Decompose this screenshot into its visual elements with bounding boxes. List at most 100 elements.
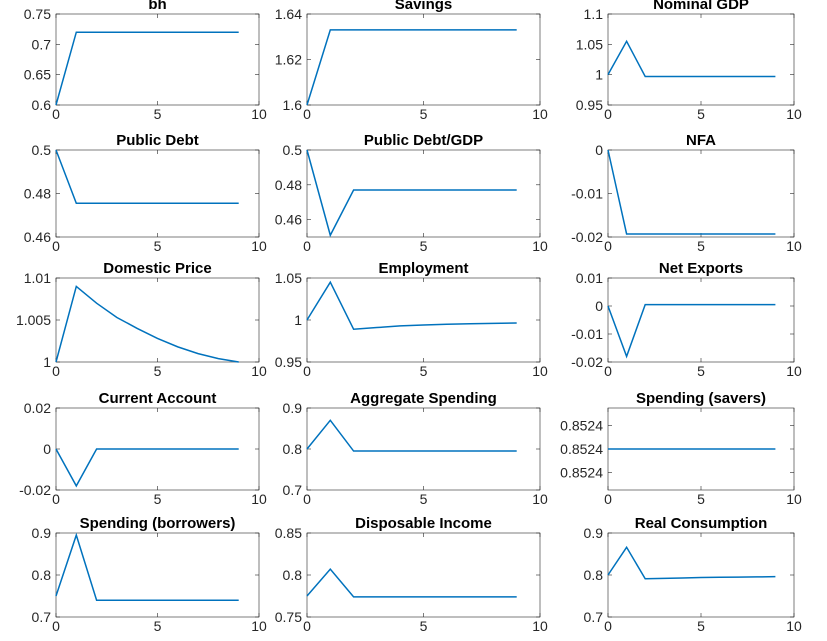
series-line <box>306 419 517 452</box>
y-tick-label: 1 <box>294 312 302 328</box>
x-tick-label: 5 <box>420 618 428 634</box>
x-tick-label: 10 <box>251 618 267 634</box>
axes-box <box>55 277 260 363</box>
y-tick-label: 0 <box>595 298 603 314</box>
chart-title: Current Account <box>99 390 217 407</box>
y-tick-label: -0.02 <box>571 354 603 370</box>
x-tick-label: 5 <box>420 106 428 122</box>
axes-box <box>306 277 541 363</box>
x-tick-label: 10 <box>786 238 802 254</box>
x-tick-label: 10 <box>251 491 267 507</box>
series-line <box>306 29 517 106</box>
x-tick-label: 5 <box>420 363 428 379</box>
x-tick-label: 5 <box>697 106 705 122</box>
y-tick-label: 0.46 <box>275 212 302 228</box>
y-tick-label: 0.5 <box>283 142 303 158</box>
axes-box <box>55 532 260 618</box>
x-tick-label: 5 <box>697 238 705 254</box>
x-tick-label: 10 <box>532 106 548 122</box>
x-tick-label: 10 <box>532 491 548 507</box>
series-line <box>55 149 239 205</box>
chart-title: Domestic Price <box>103 260 211 277</box>
chart-title: bh <box>148 0 166 13</box>
y-tick-label: 1.01 <box>24 270 51 286</box>
y-tick-label: 1 <box>43 354 51 370</box>
x-tick-label: 0 <box>52 491 60 507</box>
x-tick-label: 10 <box>786 106 802 122</box>
x-tick-label: 5 <box>420 238 428 254</box>
x-tick-label: 0 <box>604 238 612 254</box>
axes-box <box>306 13 541 106</box>
y-tick-label: 0.48 <box>24 186 51 202</box>
series-line <box>306 567 517 598</box>
x-tick-label: 5 <box>697 618 705 634</box>
x-tick-label: 5 <box>154 238 162 254</box>
y-tick-label: 0.8 <box>283 567 303 583</box>
y-tick-label: 0.8 <box>283 441 303 457</box>
y-tick-label: 0.95 <box>275 354 302 370</box>
chart-title: NFA <box>686 132 716 149</box>
y-tick-label: 0 <box>43 441 51 457</box>
y-tick-label: 0.75 <box>275 609 302 625</box>
y-tick-label: 1.64 <box>275 6 302 22</box>
chart-title: Aggregate Spending <box>350 390 497 407</box>
series-line <box>306 149 517 238</box>
series-line <box>607 303 776 359</box>
y-tick-label: 0.9 <box>32 525 52 541</box>
series-line <box>607 39 776 78</box>
y-tick-label: 0.7 <box>584 609 604 625</box>
y-tick-label: 0.95 <box>576 97 603 113</box>
axes-box <box>55 149 260 238</box>
series-line <box>55 31 239 106</box>
y-tick-label: 0.48 <box>275 177 302 193</box>
chart-title: Spending (borrowers) <box>80 515 236 532</box>
series-line <box>607 545 776 580</box>
y-tick-label: -0.01 <box>571 186 603 202</box>
x-tick-label: 5 <box>154 491 162 507</box>
y-tick-label: 0.9 <box>584 525 604 541</box>
y-tick-label: 0.46 <box>24 229 51 245</box>
x-tick-label: 10 <box>786 363 802 379</box>
y-tick-label: 0.8 <box>32 567 52 583</box>
y-tick-label: 0.85 <box>275 525 302 541</box>
y-tick-label: 1.05 <box>275 270 302 286</box>
x-tick-label: 0 <box>604 363 612 379</box>
x-tick-label: 0 <box>52 618 60 634</box>
chart-title: Employment <box>378 260 468 277</box>
x-tick-label: 10 <box>532 363 548 379</box>
y-tick-label: -0.02 <box>19 482 51 498</box>
y-tick-label: -0.01 <box>571 326 603 342</box>
y-tick-label: 0.02 <box>24 400 51 416</box>
x-tick-label: 5 <box>154 363 162 379</box>
x-tick-label: 0 <box>303 238 311 254</box>
y-tick-label: 0.8524 <box>560 441 603 457</box>
axes-box <box>607 277 795 363</box>
y-tick-label: 1.005 <box>16 312 51 328</box>
y-tick-label: 0.8524 <box>560 418 603 434</box>
x-tick-label: 5 <box>154 618 162 634</box>
x-tick-label: 0 <box>303 491 311 507</box>
x-tick-label: 10 <box>532 238 548 254</box>
series-line <box>55 448 239 488</box>
x-tick-label: 10 <box>532 618 548 634</box>
chart-title: Spending (savers) <box>636 390 766 407</box>
series-line <box>306 280 517 331</box>
y-tick-label: 0.7 <box>32 609 52 625</box>
axes-box <box>607 149 795 238</box>
x-tick-label: 0 <box>604 618 612 634</box>
x-tick-label: 0 <box>604 491 612 507</box>
x-tick-label: 5 <box>420 491 428 507</box>
y-tick-label: 1.62 <box>275 52 302 68</box>
y-tick-label: 1.05 <box>576 36 603 52</box>
x-tick-label: 5 <box>154 106 162 122</box>
series-line <box>55 532 239 601</box>
x-tick-label: 10 <box>251 238 267 254</box>
y-tick-label: 0.8524 <box>560 464 603 480</box>
axes-box <box>306 149 541 238</box>
y-tick-label: 0.8 <box>584 567 604 583</box>
y-tick-label: 1.6 <box>283 97 303 113</box>
y-tick-label: 0.5 <box>32 142 52 158</box>
chart-title: Disposable Income <box>355 515 492 532</box>
x-tick-label: 10 <box>786 491 802 507</box>
